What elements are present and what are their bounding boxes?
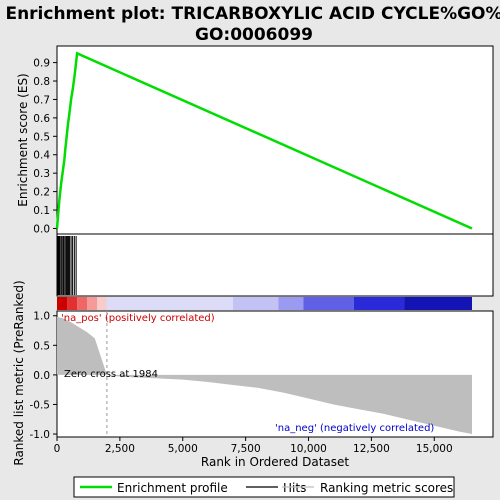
enrichment-profile-line: [55, 51, 473, 230]
es-axis-ticks: 0.0 0.1 0.2 0.3 0.4 0.5 0.6 0.7 0.8 0.9: [33, 58, 57, 235]
rm-tick-label-1: 0.5: [33, 340, 50, 352]
zero-cross-label: Zero cross at 1984: [64, 369, 158, 380]
hits-panel: [56, 233, 494, 297]
color-bar-segment-9: [353, 297, 405, 310]
negative-correlation-label: 'na_neg' (negatively correlated): [275, 423, 434, 434]
x-tick-label-1: 2,500: [105, 443, 135, 455]
rm-tick-label-3: -0.5: [30, 399, 51, 411]
es-tick-label-1: 0.1: [33, 205, 50, 217]
es-tick-label-4: 0.4: [33, 150, 50, 162]
es-tick-label-8: 0.8: [33, 76, 50, 88]
es-y-axis-label: Enrichment score (ES): [16, 73, 30, 206]
color-bar-segment-2: [77, 297, 88, 310]
ranked-y-axis-label: Ranked list metric (PreRanked): [12, 280, 26, 465]
hit-markers: [57, 236, 77, 295]
x-axis-label: Rank in Ordered Dataset: [201, 455, 349, 469]
color-bar-segment-4: [97, 297, 107, 310]
rm-tick-label-4: -1.0: [30, 429, 51, 441]
rank-color-bar: [57, 297, 472, 310]
color-bar-segment-0: [57, 297, 68, 310]
enrichment-profile-polyline: [55, 51, 473, 230]
x-tick-label-6: 15,000: [416, 443, 453, 455]
color-bar-segment-8: [303, 297, 354, 310]
chart-title-line2: GO:0006099: [195, 25, 313, 45]
ranked-metric-axis-ticks: 1.0 0.5 0.0 -0.5 -1.0: [30, 311, 57, 441]
es-tick-label-7: 0.7: [33, 94, 50, 106]
x-tick-label-3: 7,500: [231, 443, 261, 455]
es-tick-label-5: 0.5: [33, 131, 50, 143]
legend-ranking-label: Ranking metric scores: [320, 481, 453, 495]
ranked-metric-area-path: [57, 316, 472, 435]
es-tick-label-9: 0.9: [33, 58, 50, 70]
color-bar-segment-7: [278, 297, 304, 310]
es-tick-label-6: 0.6: [33, 113, 50, 125]
legend-hits-label: Hits: [283, 481, 306, 495]
es-tick-label-0: 0.0: [33, 223, 50, 235]
x-tick-label-2: 5,000: [168, 443, 198, 455]
x-tick-label-5: 12,500: [353, 443, 390, 455]
legend-enrichment-label: Enrichment profile: [117, 481, 228, 495]
color-bar-segment-6: [233, 297, 279, 310]
es-tick-label-3: 0.3: [33, 168, 50, 180]
color-bar-segment-1: [67, 297, 78, 310]
chart-title-line1: Enrichment plot: TRICARBOXYLIC ACID CYCL…: [5, 4, 500, 24]
rm-tick-label-0: 1.0: [33, 311, 50, 323]
es-tick-label-2: 0.2: [33, 187, 50, 199]
x-tick-label-4: 10,000: [290, 443, 327, 455]
positive-correlation-label: 'na_pos' (positively correlated): [61, 313, 215, 324]
x-axis-ticks: 0 2,500 5,000 7,500 10,000 12,500 15,000: [54, 437, 453, 455]
color-bar-segment-3: [87, 297, 98, 310]
x-tick-label-0: 0: [54, 443, 61, 455]
color-bar-segment-10: [404, 297, 472, 310]
ranked-metric-area: [57, 316, 472, 435]
rm-tick-label-2: 0.0: [33, 370, 50, 382]
color-bar-segment-5: [106, 297, 234, 310]
